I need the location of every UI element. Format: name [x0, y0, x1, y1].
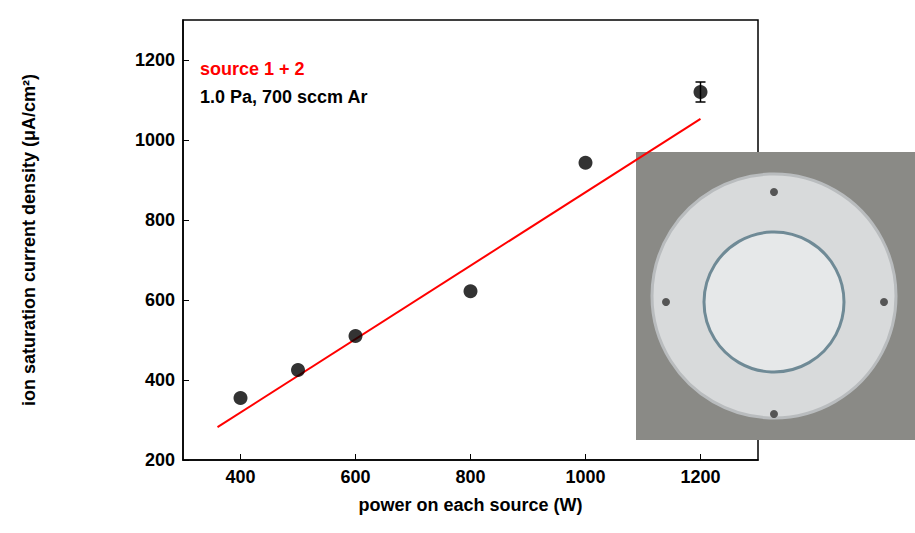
- svg-text:600: 600: [145, 290, 175, 310]
- svg-text:600: 600: [340, 467, 370, 487]
- svg-text:1200: 1200: [680, 467, 720, 487]
- svg-text:1.0 Pa, 700 sccm Ar: 1.0 Pa, 700 sccm Ar: [200, 87, 367, 107]
- svg-text:1200: 1200: [135, 50, 175, 70]
- svg-text:800: 800: [455, 467, 485, 487]
- svg-text:1000: 1000: [135, 130, 175, 150]
- svg-text:1000: 1000: [565, 467, 605, 487]
- svg-text:source 1 + 2: source 1 + 2: [200, 59, 305, 79]
- svg-text:power on each source (W): power on each source (W): [358, 495, 582, 515]
- svg-text:ion saturation current density: ion saturation current density (μA/cm²): [19, 74, 39, 406]
- svg-text:800: 800: [145, 210, 175, 230]
- svg-text:200: 200: [145, 450, 175, 470]
- svg-text:400: 400: [145, 370, 175, 390]
- svg-text:400: 400: [225, 467, 255, 487]
